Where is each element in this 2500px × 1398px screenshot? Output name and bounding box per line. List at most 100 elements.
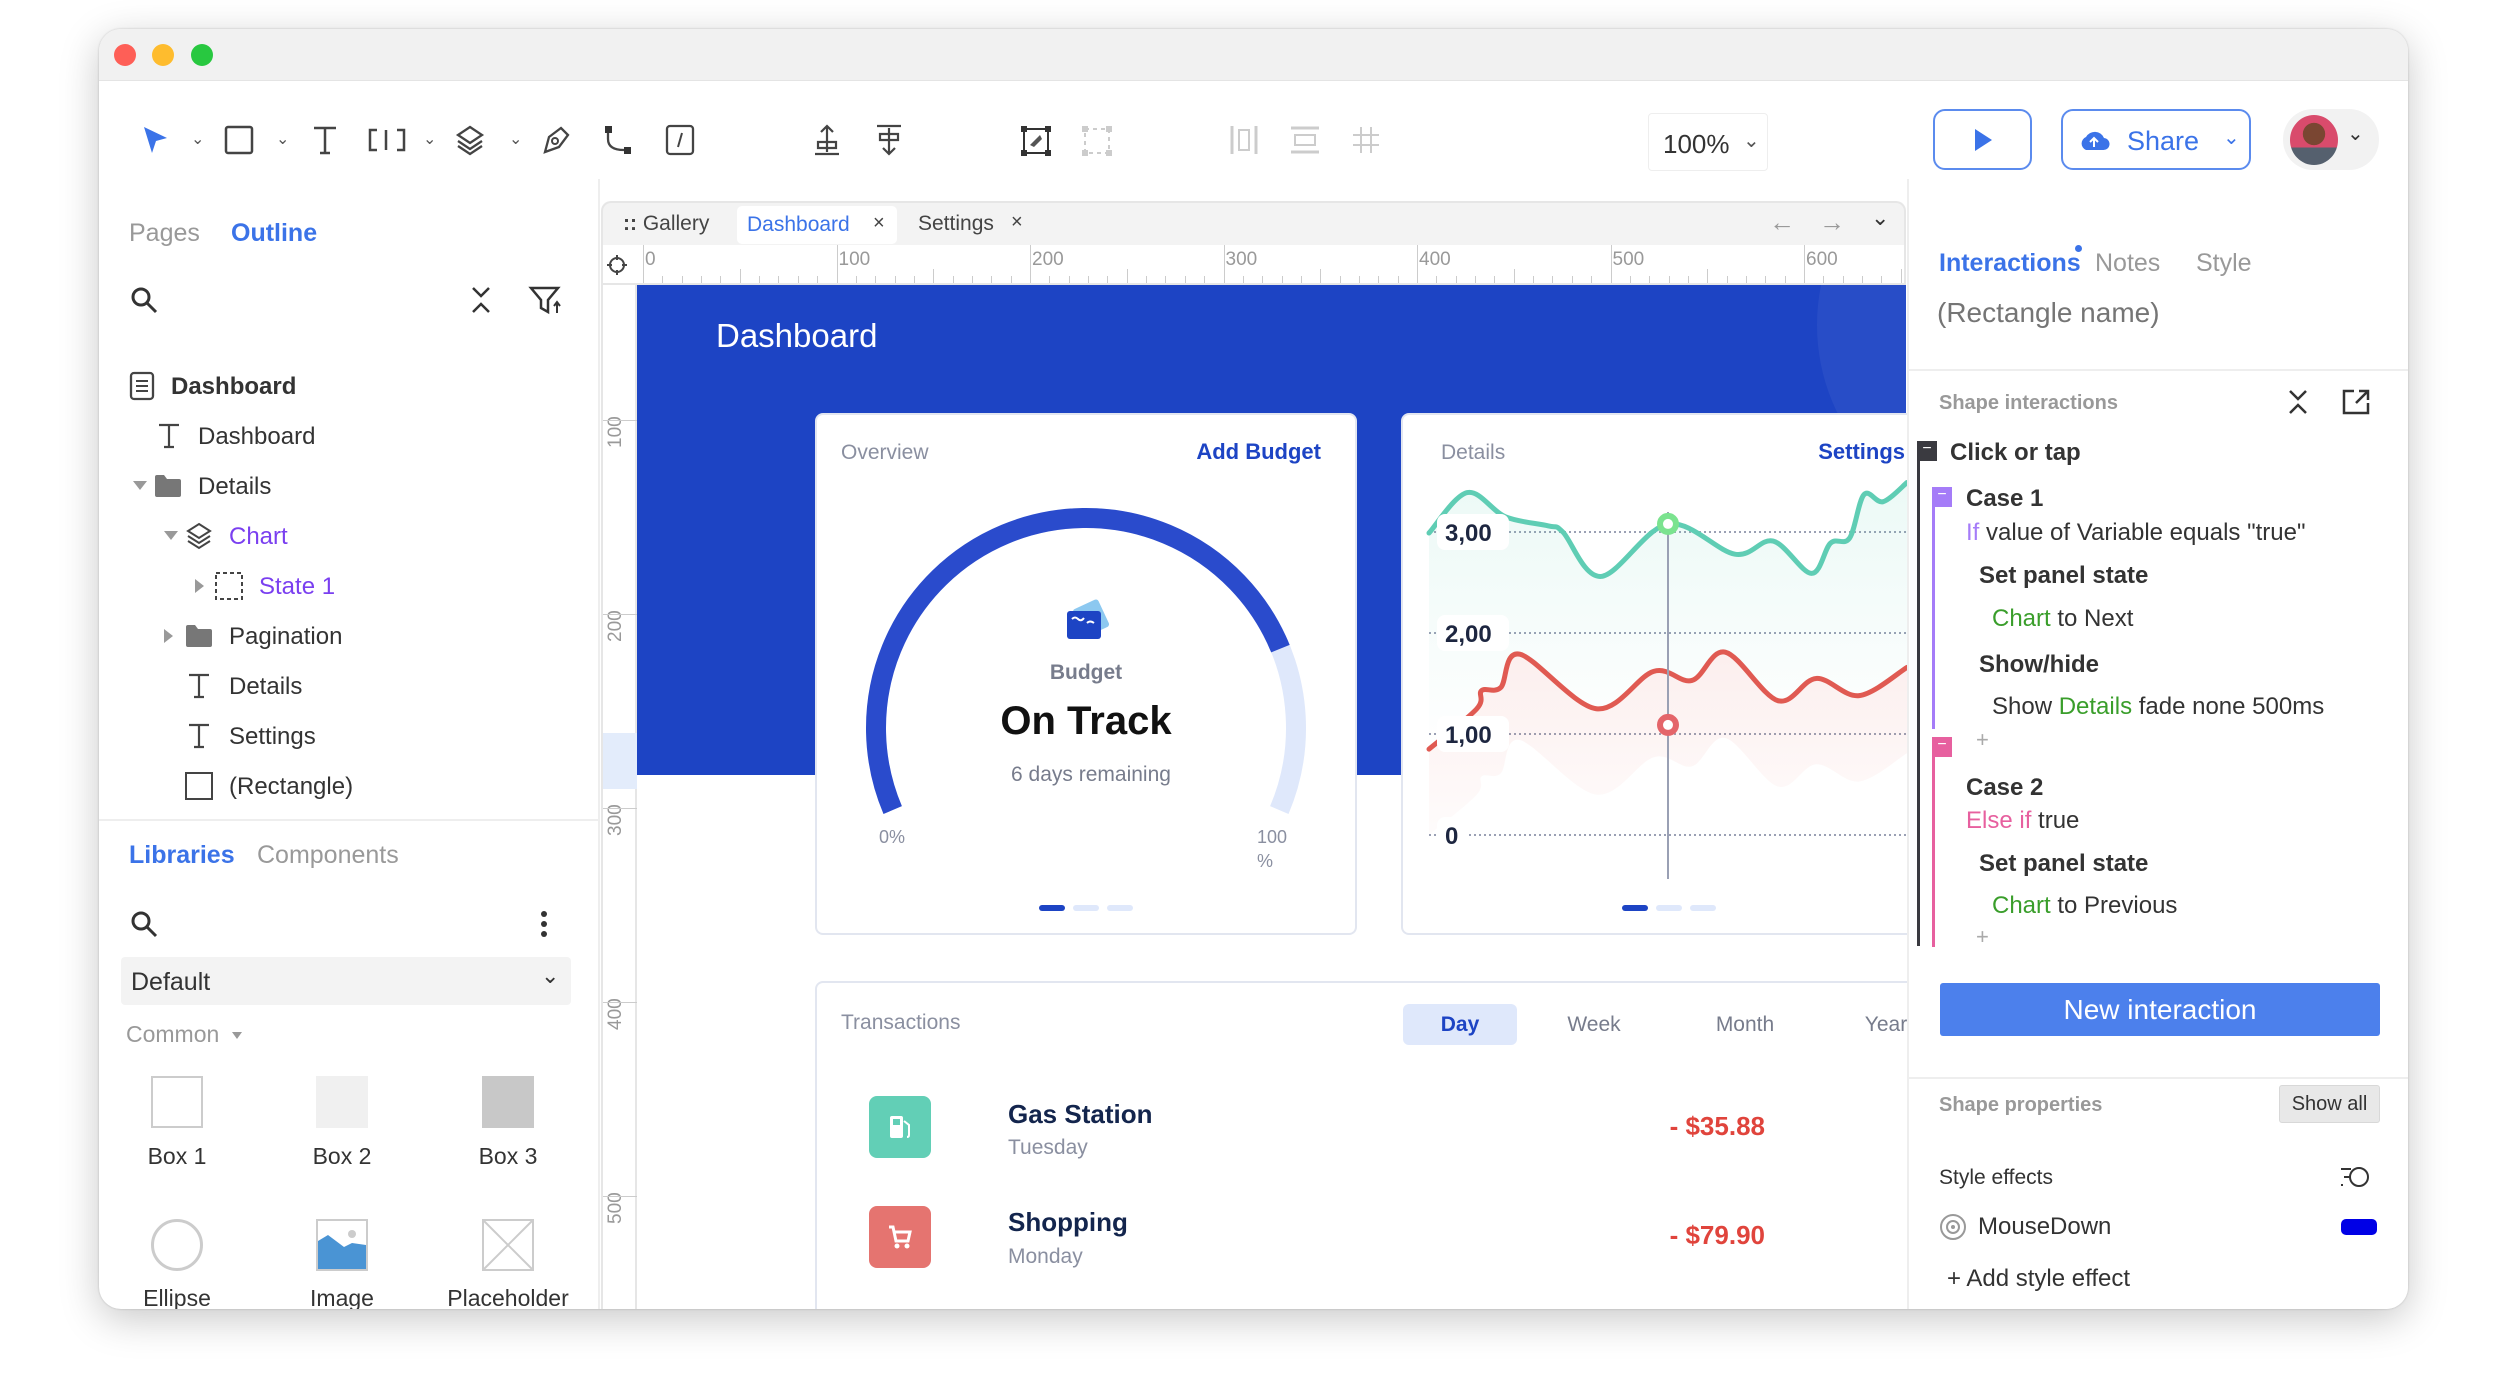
shape-name-input[interactable] — [1937, 293, 2377, 333]
page-title[interactable]: Dashboard — [716, 317, 878, 354]
chevron-down-icon[interactable]: ⌄ — [276, 131, 290, 148]
add-budget-link[interactable]: Add Budget — [1196, 439, 1321, 464]
widget-ellipse[interactable] — [151, 1219, 203, 1271]
collapse-all-icon[interactable] — [2287, 388, 2309, 416]
category-label[interactable]: Common — [126, 1021, 220, 1047]
zoom-dropdown[interactable]: 100% ⌄ — [1648, 113, 1768, 171]
tab-gallery[interactable]: :: Gallery — [623, 212, 709, 236]
collapse-all-icon[interactable] — [469, 285, 493, 315]
layers-tool-icon[interactable] — [454, 124, 486, 156]
add-action-icon[interactable]: + — [1976, 727, 1989, 752]
close-tab-icon[interactable]: × — [1011, 211, 1023, 233]
ruler-origin-icon[interactable] — [606, 254, 628, 276]
period-tab-year[interactable]: Year — [1864, 1013, 1908, 1036]
text-field-tool-icon[interactable] — [367, 124, 407, 156]
connector-tool-icon[interactable] — [602, 124, 634, 156]
widget-box-1[interactable] — [151, 1076, 203, 1128]
close-tab-icon[interactable]: × — [873, 212, 885, 234]
settings-link[interactable]: Settings — [1818, 439, 1905, 464]
chevron-down-icon[interactable]: ⌄ — [191, 131, 205, 148]
pagination-dot[interactable] — [1073, 905, 1099, 911]
collapse-case-icon[interactable]: − — [1932, 487, 1952, 507]
widget-placeholder-icon[interactable] — [482, 1219, 534, 1271]
widget-image-icon[interactable] — [316, 1219, 368, 1271]
ungroup-icon[interactable] — [1080, 124, 1114, 158]
caret-down-icon[interactable] — [164, 531, 178, 540]
action-title[interactable]: Set panel state — [1979, 562, 2149, 589]
pagination-dot[interactable] — [1690, 905, 1716, 911]
select-arrow-icon[interactable] — [139, 124, 171, 156]
pagination-dot-active[interactable] — [1622, 905, 1648, 911]
period-tab-week[interactable]: Week — [1567, 1013, 1621, 1036]
case-title[interactable]: Case 2 — [1966, 774, 2044, 801]
overview-card[interactable]: Overview Add Budget Budget On Track 6 da… — [817, 415, 1355, 933]
more-options-icon[interactable] — [539, 909, 549, 939]
library-select[interactable]: Default ⌄ — [121, 957, 571, 1005]
pagination-dot[interactable] — [1656, 905, 1682, 911]
case-condition[interactable]: Else if true — [1966, 807, 2079, 835]
case-condition[interactable]: If value of Variable equals "true" — [1966, 519, 2305, 547]
transaction-row[interactable]: Shopping Monday - $79.90 — [817, 1193, 1939, 1283]
action-detail[interactable]: Chart to Next — [1992, 605, 2133, 633]
widget-box-2[interactable] — [316, 1076, 368, 1128]
vertical-ruler[interactable]: 100 200 300 400 500 — [601, 285, 637, 1309]
horizontal-ruler[interactable]: 0 100 200 300 400 500 600 — [601, 245, 1980, 285]
caret-down-icon[interactable] — [133, 481, 147, 490]
hotspot-tool-icon[interactable] — [664, 124, 696, 156]
caret-right-icon[interactable] — [164, 629, 173, 643]
close-window-button[interactable] — [114, 44, 136, 66]
action-detail[interactable]: Show Details fade none 500ms — [1992, 693, 2324, 721]
group-icon[interactable] — [1019, 124, 1053, 158]
tab-pages[interactable]: Pages — [129, 219, 200, 247]
grid-icon[interactable] — [1350, 124, 1382, 156]
show-all-button[interactable]: Show all — [2279, 1085, 2380, 1123]
collapse-case-icon[interactable]: − — [1932, 737, 1952, 757]
data-point-marker[interactable] — [1657, 512, 1679, 535]
add-effect-icon[interactable] — [2339, 1164, 2371, 1190]
add-action-icon[interactable]: + — [1976, 924, 1989, 949]
chevron-down-icon[interactable]: ⌄ — [509, 131, 523, 148]
collapse-event-icon[interactable]: − — [1917, 441, 1937, 461]
distribute-vertical-icon[interactable] — [1289, 124, 1321, 156]
action-detail[interactable]: Chart to Previous — [1992, 892, 2177, 920]
action-title[interactable]: Show/hide — [1979, 651, 2099, 678]
effect-color-swatch[interactable] — [2341, 1219, 2377, 1235]
chevron-down-icon[interactable]: ⌄ — [423, 131, 437, 148]
search-icon[interactable] — [129, 909, 159, 939]
pen-tool-icon[interactable] — [540, 124, 572, 156]
minimize-window-button[interactable] — [152, 44, 174, 66]
arrow-right-icon[interactable]: → — [1819, 207, 1845, 237]
effect-label[interactable]: MouseDown — [1978, 1213, 2112, 1240]
caret-right-icon[interactable] — [195, 579, 204, 593]
filter-icon[interactable] — [528, 285, 563, 315]
tab-outline[interactable]: Outline — [231, 219, 318, 247]
tab-style[interactable]: Style — [2196, 249, 2252, 277]
bring-forward-icon[interactable] — [811, 124, 843, 156]
send-backward-icon[interactable] — [873, 124, 905, 156]
tab-dashboard[interactable]: Dashboard × — [737, 206, 897, 244]
chevron-down-icon[interactable]: ⌄ — [1871, 205, 1890, 230]
external-link-icon[interactable] — [2341, 388, 2371, 416]
caret-down-icon[interactable] — [232, 1032, 242, 1039]
arrow-left-icon[interactable]: ← — [1769, 207, 1795, 237]
account-menu[interactable]: ⌄ — [2283, 109, 2379, 170]
pagination-dot[interactable] — [1107, 905, 1133, 911]
event-label[interactable]: Click or tap — [1950, 439, 2081, 466]
widget-box-3[interactable] — [482, 1076, 534, 1128]
tab-components[interactable]: Components — [257, 841, 399, 869]
data-point-marker[interactable] — [1657, 713, 1679, 736]
share-button[interactable]: Share ⌄ — [2061, 109, 2251, 170]
search-icon[interactable] — [129, 285, 159, 315]
details-card[interactable]: Details Settings 3,00 2,00 1,00 0 — [1403, 415, 1941, 933]
text-tool-icon[interactable] — [309, 124, 341, 156]
period-tab-day[interactable]: Day — [1403, 1004, 1517, 1045]
pagination-dot-active[interactable] — [1039, 905, 1065, 911]
tab-settings[interactable]: Settings — [918, 212, 994, 235]
transaction-row[interactable]: Gas Station Tuesday - $35.88 — [817, 1083, 1939, 1173]
add-style-effect-link[interactable]: + Add style effect — [1947, 1265, 2131, 1292]
distribute-horizontal-icon[interactable] — [1228, 124, 1260, 156]
tab-libraries[interactable]: Libraries — [129, 841, 235, 869]
tab-notes[interactable]: Notes — [2095, 249, 2161, 277]
action-title[interactable]: Set panel state — [1979, 850, 2149, 877]
new-interaction-button[interactable]: New interaction — [1940, 983, 2380, 1036]
